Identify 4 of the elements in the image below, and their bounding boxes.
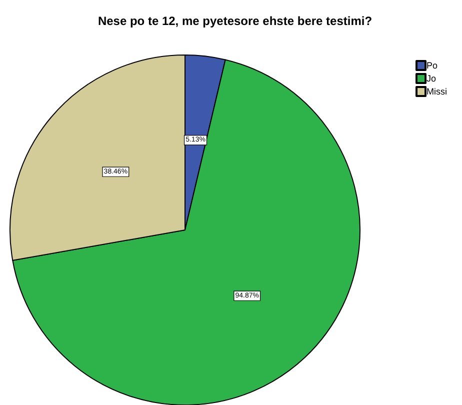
legend-label: Missi (426, 86, 448, 96)
chart-title: Nese po te 12, me pyetesore ehste bere testimi? (98, 14, 372, 28)
legend-label: Po (426, 60, 438, 70)
legend-label: Jo (426, 74, 436, 84)
